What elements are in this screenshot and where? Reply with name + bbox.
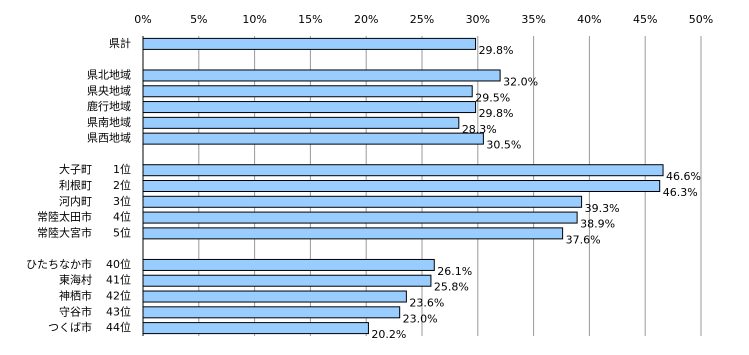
category-label: 県北地域 (87, 68, 131, 81)
category-label: 県計 (109, 36, 131, 50)
bar (142, 306, 401, 319)
rank-label: 44位 (106, 320, 131, 334)
category-label: 県西地域 (87, 132, 131, 145)
category-label: 常陸太田市 (37, 210, 92, 224)
value-label: 37.6% (566, 233, 601, 246)
category-label: 利根町 (59, 178, 92, 192)
rank-label: 40位 (106, 257, 131, 271)
value-label: 46.3% (663, 186, 698, 199)
rank-label: 4位 (113, 210, 131, 224)
bar (142, 69, 501, 82)
value-label: 32.0% (503, 75, 538, 88)
value-label: 25.8% (434, 281, 469, 294)
value-label: 23.0% (403, 312, 438, 325)
rank-label: 43位 (106, 304, 131, 318)
value-label: 20.2% (371, 328, 406, 341)
category-label: 大子町 (59, 162, 92, 176)
category-label: ひたちなか市 (26, 257, 92, 271)
rank-label: 1位 (113, 162, 131, 176)
bar (142, 37, 477, 50)
value-label: 29.5% (475, 91, 510, 104)
category-label: つくば市 (48, 320, 92, 334)
value-label: 29.8% (479, 44, 514, 57)
rank-label: 41位 (106, 273, 131, 287)
rank-label: 3位 (113, 194, 131, 208)
bar (142, 164, 664, 177)
bar (142, 101, 477, 114)
category-label: 県南地域 (87, 116, 131, 129)
value-label: 39.3% (585, 202, 620, 215)
bar (142, 180, 661, 192)
bar (142, 116, 460, 129)
rank-label: 42位 (106, 289, 131, 303)
bar (142, 132, 484, 145)
bar (142, 211, 578, 224)
bar (142, 85, 473, 98)
x-tick-label: 20% (354, 13, 378, 26)
category-label: 守谷市 (59, 304, 92, 318)
value-label: 26.1% (437, 265, 472, 278)
x-tick-label: 15% (298, 13, 322, 26)
bar (142, 195, 583, 208)
category-label: 常陸大宮市 (37, 225, 92, 239)
category-label: 神栖市 (59, 289, 92, 303)
x-tick-label: 35% (521, 13, 545, 26)
rank-label: 2位 (113, 178, 131, 192)
bar (142, 258, 435, 271)
bar (142, 274, 432, 287)
rank-label: 5位 (113, 225, 131, 239)
x-tick-label: 25% (410, 13, 434, 26)
x-tick-label: 5% (190, 13, 207, 26)
category-label: 河内町 (59, 194, 92, 208)
bar (142, 290, 407, 303)
category-label: 鹿行地域 (87, 99, 131, 113)
x-tick-label: 0% (134, 13, 151, 26)
category-label: 県央地域 (87, 84, 131, 97)
bar (142, 322, 369, 335)
value-label: 38.9% (580, 218, 615, 231)
value-label: 30.5% (486, 139, 521, 152)
x-tick-label: 40% (577, 13, 601, 26)
category-label: 東海村 (59, 273, 92, 287)
value-label: 46.6% (666, 170, 701, 183)
x-tick-label: 45% (633, 13, 657, 26)
value-label: 23.6% (409, 297, 444, 310)
x-tick-label: 50% (689, 13, 713, 26)
x-tick-label: 30% (466, 13, 490, 26)
x-tick-label: 10% (242, 13, 266, 26)
value-label: 28.3% (462, 123, 497, 136)
value-label: 29.8% (479, 107, 514, 120)
bar (142, 227, 564, 240)
